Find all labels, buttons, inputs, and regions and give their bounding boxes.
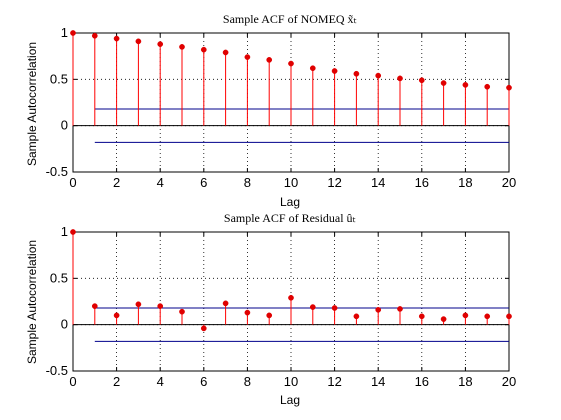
x-tick-label: 4: [157, 374, 164, 389]
y-tick-label: 1: [61, 25, 68, 40]
x-tick-label: 16: [415, 374, 429, 389]
acf-point: [222, 300, 229, 307]
acf-point: [331, 68, 338, 74]
y-tick-label: -0.5: [46, 363, 68, 378]
x-tick-label: 4: [157, 175, 164, 190]
acf-point: [418, 77, 425, 84]
acf-point: [375, 72, 382, 79]
acf-point: [113, 312, 120, 319]
acf-point: [309, 304, 316, 310]
chart-title: Sample ACF of Residual ûₜ: [224, 211, 356, 225]
acf-point: [135, 301, 142, 308]
x-tick-label: 8: [244, 374, 251, 389]
x-tick-label: 14: [371, 374, 385, 389]
x-axis-label: Lag: [280, 393, 300, 407]
acf-point: [353, 313, 360, 320]
acf-point: [200, 46, 207, 53]
x-tick-label: 10: [284, 374, 298, 389]
acf-point: [179, 308, 185, 315]
acf-point: [91, 303, 98, 309]
acf-point: [309, 65, 316, 72]
acf-point: [440, 316, 447, 322]
y-tick-label: 0: [61, 317, 68, 332]
acf-point: [157, 303, 164, 309]
acf-point: [397, 75, 403, 82]
acf-point: [266, 312, 273, 319]
x-tick-label: 0: [69, 374, 76, 389]
x-tick-label: 20: [502, 374, 516, 389]
x-tick-label: 2: [113, 374, 120, 389]
x-tick-label: 2: [113, 175, 120, 190]
x-tick-label: 10: [284, 175, 298, 190]
acf-point: [91, 32, 98, 39]
acf-point: [418, 313, 425, 320]
y-axis-label: Sample Autocorrelation: [25, 42, 39, 166]
acf-point: [179, 44, 185, 50]
y-tick-label: 1: [61, 224, 68, 239]
acf-point: [375, 306, 382, 313]
acf-point: [244, 309, 251, 316]
acf-point: [222, 49, 229, 56]
acf-point: [331, 305, 338, 311]
acf-point: [157, 41, 164, 47]
x-tick-label: 6: [200, 175, 207, 190]
acf-point: [353, 70, 360, 77]
acf-point: [440, 80, 447, 86]
acf-point: [462, 82, 469, 88]
x-tick-label: 0: [69, 175, 76, 190]
acf-point: [70, 30, 76, 36]
x-tick-label: 20: [502, 175, 516, 190]
acf-point: [506, 84, 512, 91]
acf-point: [506, 313, 512, 320]
acf-point: [266, 57, 273, 63]
acf-point: [484, 83, 491, 90]
acf-point: [288, 60, 294, 67]
chart-title: Sample ACF of NOMEQ x̃ₜ: [223, 12, 357, 26]
x-axis-label: Lag: [280, 195, 300, 209]
x-tick-label: 14: [371, 175, 385, 190]
acf-point: [135, 38, 142, 45]
y-tick-label: 0: [61, 118, 68, 133]
acf-point: [244, 54, 251, 60]
x-tick-label: 6: [200, 374, 207, 389]
acf-point: [462, 312, 469, 319]
acf-point: [200, 325, 207, 332]
acf-panel-nomeq: Sample ACF of NOMEQ x̃ₜ Lag Sample Autoc…: [25, 12, 516, 209]
acf-point: [288, 294, 294, 301]
acf-point: [397, 306, 403, 312]
acf-point: [484, 313, 491, 320]
acf-panel-residual: Sample ACF of Residual ûₜ Lag Sample Aut…: [25, 211, 516, 407]
y-axis-label: Sample Autocorrelation: [25, 240, 39, 364]
y-tick-label: 0.5: [50, 71, 68, 86]
acf-point: [113, 35, 120, 42]
y-tick-label: -0.5: [46, 164, 68, 179]
y-tick-label: 0.5: [50, 270, 68, 285]
x-tick-label: 18: [458, 374, 472, 389]
acf-point: [70, 229, 76, 235]
x-tick-label: 12: [327, 374, 341, 389]
x-tick-label: 16: [415, 175, 429, 190]
x-tick-label: 18: [458, 175, 472, 190]
x-tick-label: 12: [327, 175, 341, 190]
x-tick-label: 8: [244, 175, 251, 190]
